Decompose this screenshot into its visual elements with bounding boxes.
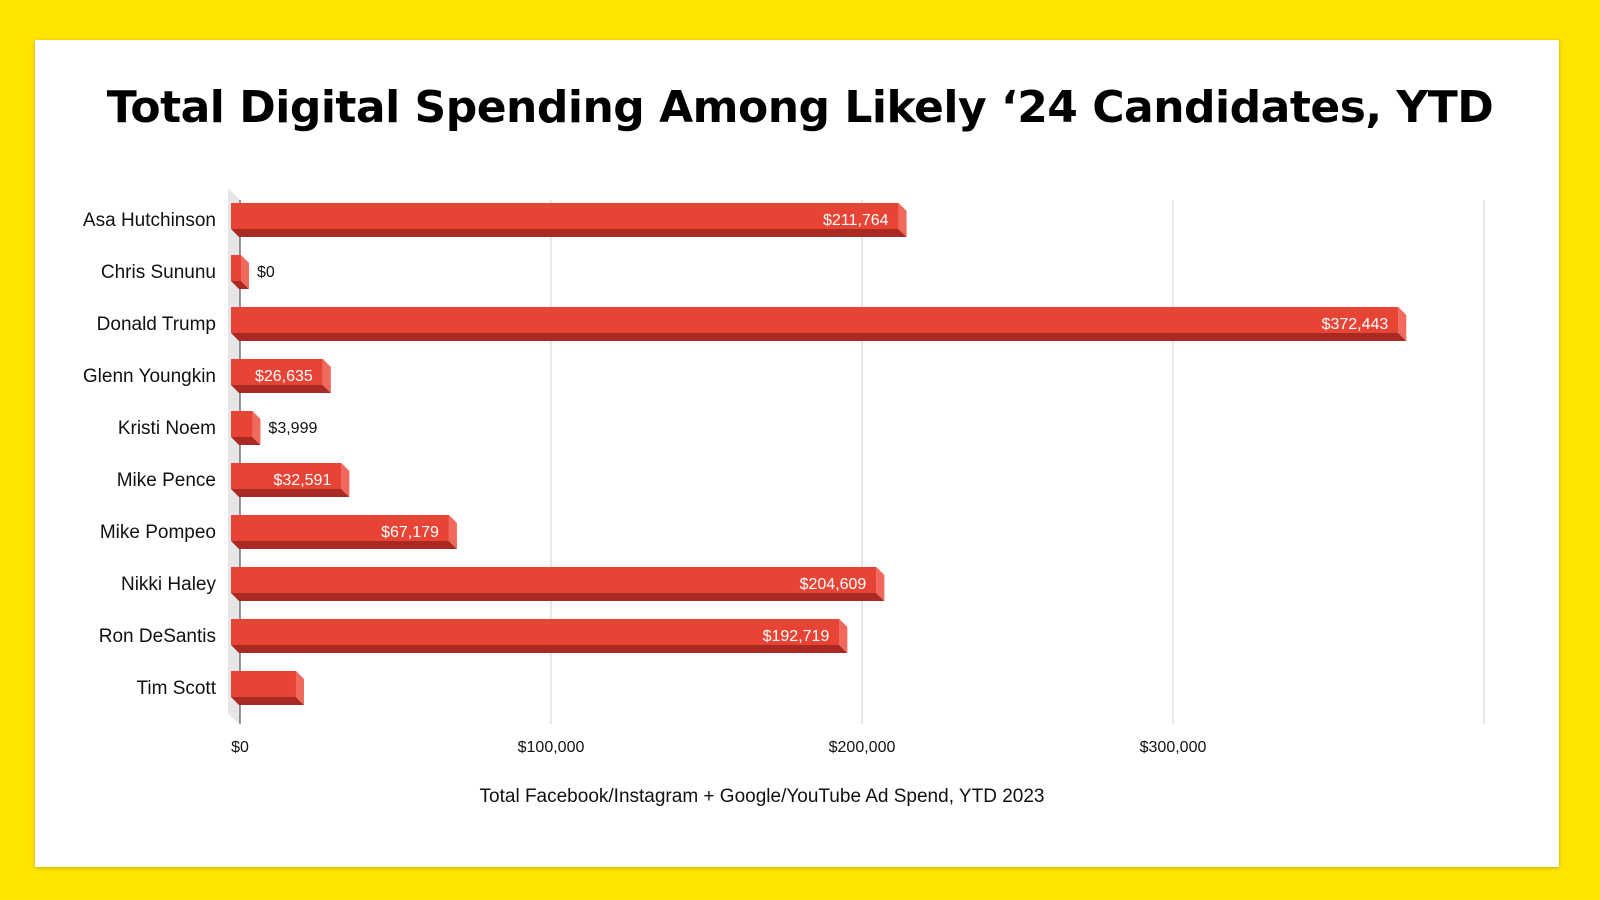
- bar-bottom: [231, 385, 331, 393]
- bar-face: [231, 203, 899, 229]
- bar-end: [898, 203, 907, 237]
- bar-face: [231, 567, 877, 593]
- bar-face: [231, 359, 323, 385]
- bar: $67,179: [231, 515, 457, 549]
- bar-end: [1398, 307, 1407, 341]
- category-label: Mike Pompeo: [100, 522, 216, 543]
- bar: [231, 671, 304, 705]
- data-label: $372,443: [1322, 316, 1389, 333]
- bar: $372,443: [231, 307, 1407, 341]
- bar-face: [231, 307, 1399, 333]
- bar: $3,999: [231, 411, 317, 445]
- bar-bottom: [231, 645, 848, 653]
- bar-bottom: [231, 333, 1407, 341]
- x-tick-label: $300,000: [1140, 739, 1207, 756]
- x-tick-label: $100,000: [518, 739, 585, 756]
- bar-face: [231, 619, 840, 645]
- category-label: Kristi Noem: [118, 418, 216, 439]
- data-label: $26,635: [255, 368, 313, 385]
- bar-bottom: [231, 541, 457, 549]
- bar-face: [231, 411, 253, 437]
- bar-end: [322, 359, 331, 393]
- data-label: $192,719: [763, 628, 830, 645]
- bar-bottom: [231, 593, 885, 601]
- bar-end: [252, 411, 261, 445]
- data-label: $204,609: [800, 576, 867, 593]
- bar-end: [448, 515, 457, 549]
- bar: $211,764: [231, 203, 907, 237]
- category-label: Donald Trump: [97, 314, 216, 335]
- data-label: $32,591: [274, 472, 332, 489]
- category-label: Chris Sununu: [101, 262, 216, 283]
- bars: $211,764 $0 $372,443 $26,635 $3,999 $32,591 $6…: [231, 203, 1407, 705]
- bar-end: [341, 463, 350, 497]
- bar-face: [231, 671, 296, 697]
- bar-face: [231, 515, 449, 541]
- category-label: Tim Scott: [136, 678, 216, 699]
- category-label: Nikki Haley: [121, 574, 217, 595]
- bar-end: [876, 567, 885, 601]
- x-tick-label: $200,000: [829, 739, 896, 756]
- x-tick-labels: $0 $100,000 $200,000 $300,000: [231, 739, 1206, 756]
- x-tick-label: $0: [231, 739, 249, 756]
- bar: $204,609: [231, 567, 885, 601]
- data-label: $0: [257, 264, 275, 281]
- data-label: $67,179: [381, 524, 439, 541]
- bar-bottom: [231, 229, 907, 237]
- bar: $32,591: [231, 463, 350, 497]
- x-axis-title: Total Facebook/Instagram + Google/YouTub…: [480, 786, 1045, 807]
- bar-bottom: [231, 281, 249, 289]
- bar-end: [241, 255, 249, 289]
- chart-title: Total Digital Spending Among Likely ‘24 …: [106, 82, 1494, 133]
- data-label: $211,764: [823, 212, 889, 229]
- bar-bottom: [231, 697, 304, 705]
- category-label: Glenn Youngkin: [83, 366, 216, 387]
- category-label: Asa Hutchinson: [83, 210, 216, 231]
- data-label: $3,999: [268, 420, 317, 437]
- bar: $26,635: [231, 359, 331, 393]
- bar-bottom: [231, 489, 350, 497]
- category-label: Ron DeSantis: [99, 626, 216, 647]
- bar-face: [231, 255, 241, 281]
- bar-end: [295, 671, 304, 705]
- bar: $0: [231, 255, 275, 289]
- bar-bottom: [231, 437, 261, 445]
- bar-face: [231, 463, 342, 489]
- bar-end: [839, 619, 848, 653]
- chart-card: [35, 40, 1559, 867]
- category-labels: Asa Hutchinson Chris Sununu Donald Trump Gl…: [83, 210, 217, 699]
- bar: $192,719: [231, 619, 848, 653]
- category-label: Mike Pence: [117, 470, 216, 491]
